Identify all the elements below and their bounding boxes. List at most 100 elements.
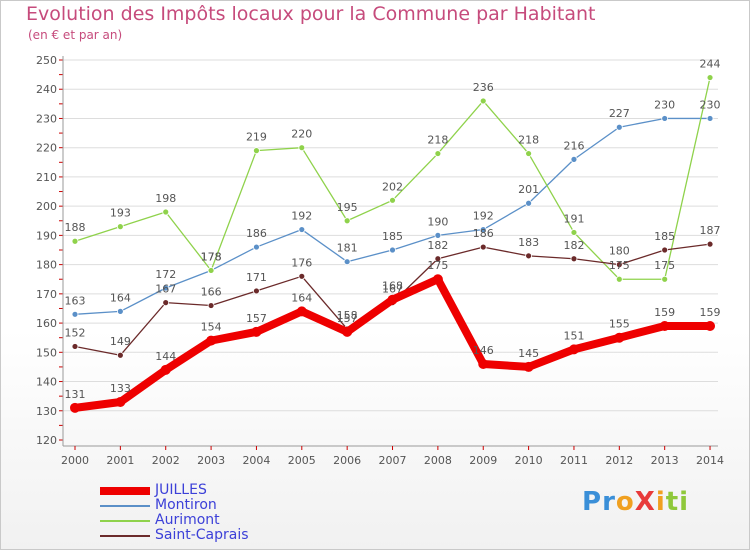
logo-letter: i [679,487,690,517]
legend-swatch [100,487,150,495]
y-tick-label: 200 [36,200,57,213]
data-label: 163 [65,294,86,307]
data-point [207,267,215,274]
data-label: 219 [246,131,267,144]
x-tick-label: 2007 [379,454,407,467]
x-tick-label: 2003 [197,454,225,467]
legend-label: Saint-Caprais [155,527,249,543]
data-point [706,240,714,248]
data-label: 176 [291,256,312,269]
data-point [387,294,398,305]
data-point [162,299,170,307]
data-label: 157 [246,312,267,325]
data-label: 192 [291,210,312,223]
data-point [525,199,532,207]
data-label: 202 [382,180,403,193]
data-label: 145 [518,347,539,360]
logo-letter: o [615,487,635,517]
logo-letter: i [655,487,666,517]
data-label: 178 [201,250,222,263]
data-label: 216 [563,139,584,152]
logo-letter: t [665,487,680,517]
x-tick-label: 2014 [696,454,724,467]
data-point [160,364,171,375]
legend-label: Aurimont [155,512,220,528]
data-label: 175 [609,259,630,272]
data-label: 159 [654,306,675,319]
y-tick-label: 120 [36,434,57,447]
data-label: 198 [155,192,176,205]
legend-label: Montiron [155,497,217,513]
logo-letter: X [634,487,656,517]
data-label: 195 [337,201,358,214]
data-point [251,326,262,337]
data-label: 220 [291,128,312,141]
data-point [70,402,80,413]
legend-swatch [100,535,150,537]
y-tick-label: 160 [36,317,57,330]
x-tick-label: 2009 [469,454,497,467]
x-tick-label: 2008 [424,454,452,467]
data-label: 166 [201,286,222,299]
x-tick-label: 2001 [106,454,134,467]
data-point [389,246,396,254]
data-point [296,306,307,317]
y-tick-label: 240 [36,83,57,96]
data-point [343,217,351,225]
x-tick-label: 2005 [288,454,316,467]
data-point [568,344,579,355]
data-label: 201 [518,183,539,196]
data-point [298,144,306,152]
data-label: 172 [155,268,176,281]
data-point [615,275,623,283]
data-label: 182 [563,239,584,252]
data-label: 133 [110,382,131,395]
data-point [342,326,353,337]
logo-letter: P [582,487,603,517]
x-tick-label: 2010 [515,454,543,467]
data-label: 191 [563,212,584,225]
data-label: 193 [110,207,131,220]
legend-label: JUILLES [155,482,207,498]
data-point [659,321,670,331]
data-point [71,237,79,245]
x-tick-label: 2004 [242,454,270,467]
chart-title: Evolution des Impôts locaux pour la Comm… [26,3,596,25]
data-point [343,258,351,266]
chart-subtitle: (en € et par an) [28,28,123,42]
data-label: 192 [473,210,494,223]
data-label: 186 [473,227,494,240]
data-label: 154 [201,321,222,334]
data-point [434,255,442,263]
proxiti-logo: ProXiti [582,487,689,517]
data-point [206,335,217,346]
data-label: 218 [518,134,539,147]
data-label: 164 [291,291,312,304]
data-label: 230 [654,98,675,111]
logo-letter: r [602,487,616,517]
data-point [479,243,487,251]
data-point [434,150,442,157]
data-label: 151 [563,329,584,342]
data-point [162,284,170,292]
data-point [615,123,623,131]
data-point [116,307,124,315]
y-tick-label: 220 [36,142,57,155]
data-point [162,208,170,216]
data-label: 182 [427,239,448,252]
data-point [615,261,623,269]
data-label: 158 [337,309,358,322]
y-tick-label: 140 [36,376,57,389]
data-point [434,231,442,239]
data-point [661,246,669,254]
data-point [389,196,396,204]
data-label: 144 [155,350,176,363]
data-label: 168 [382,280,403,293]
data-label: 146 [473,344,494,357]
data-label: 159 [700,306,721,319]
data-point [661,275,669,283]
data-label: 131 [65,388,86,401]
data-point [525,150,532,157]
y-tick-label: 170 [36,288,57,301]
